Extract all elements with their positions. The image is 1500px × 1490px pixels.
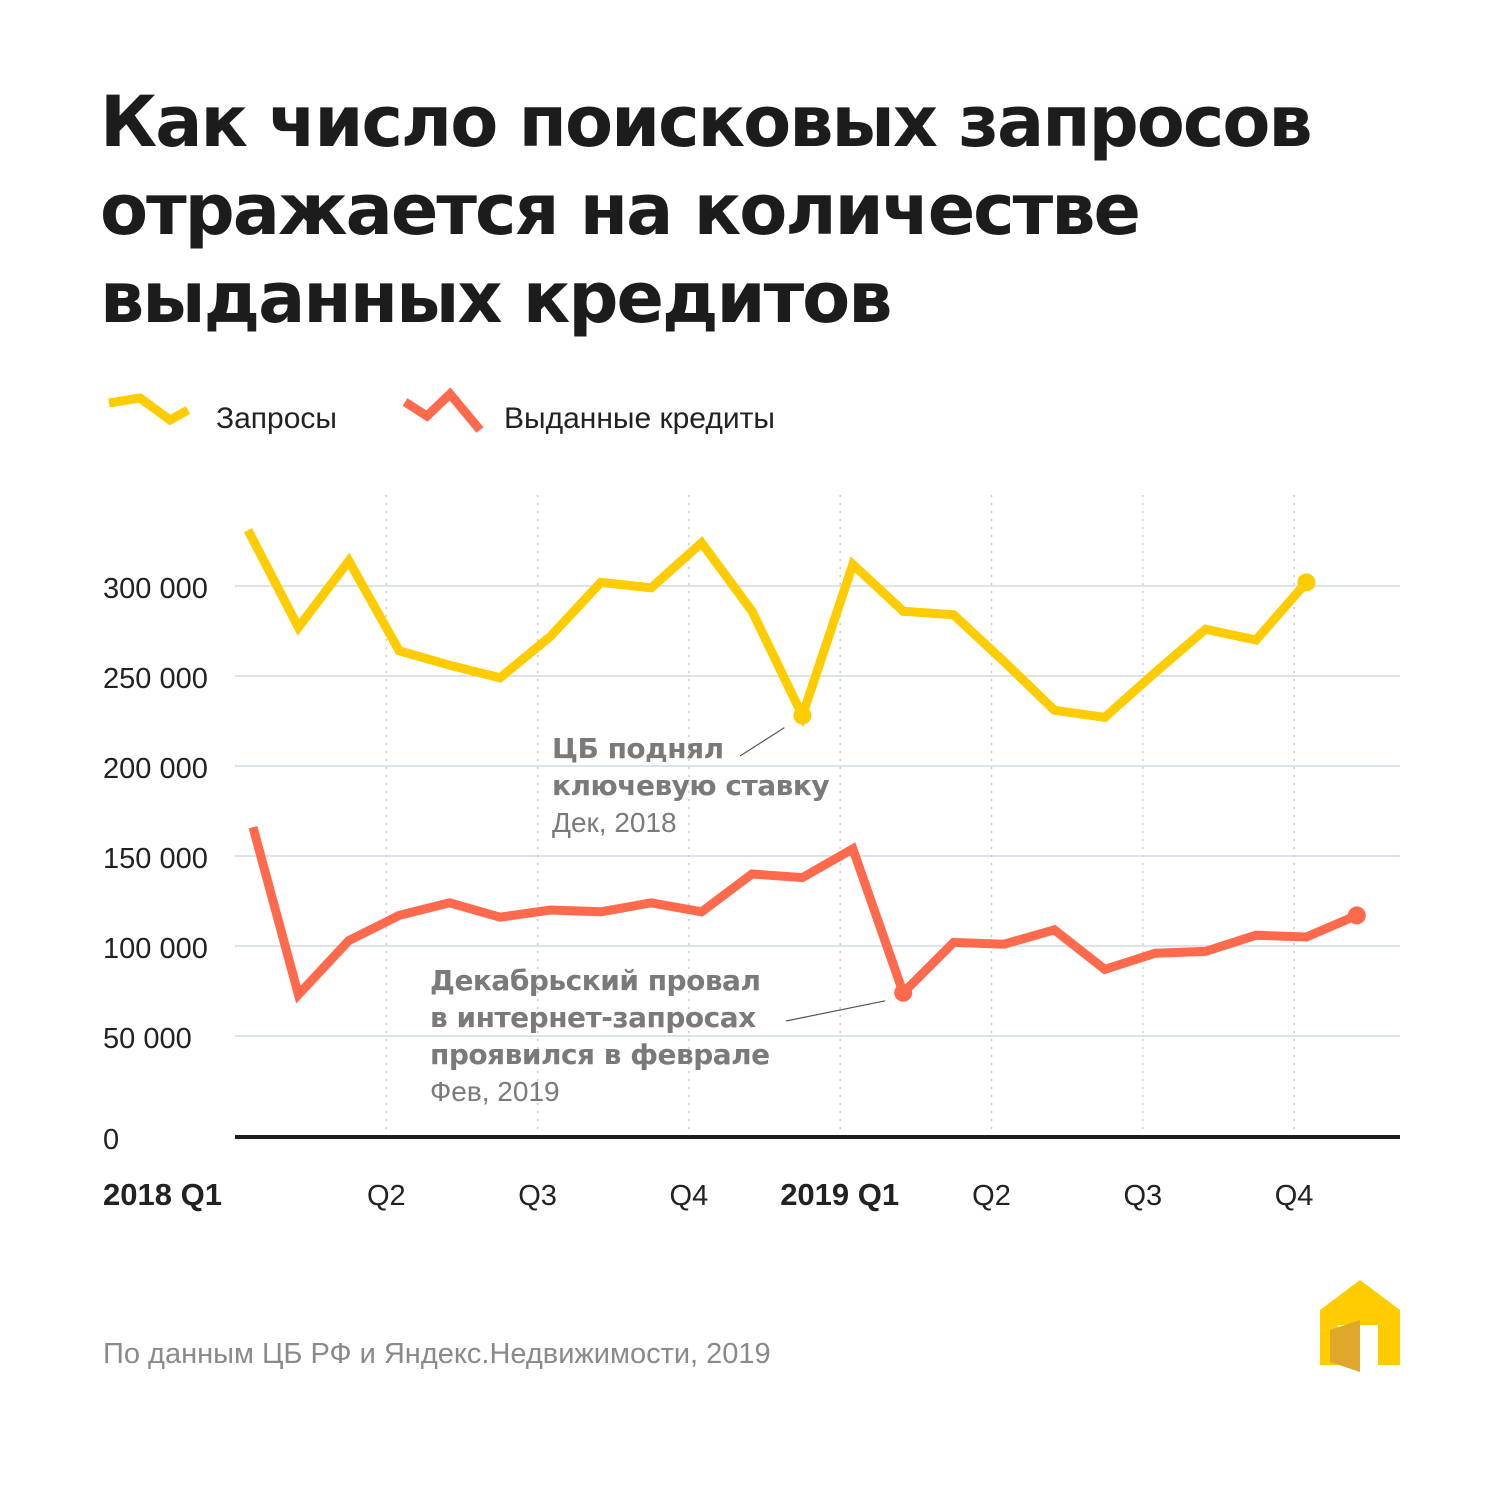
annotation-text: в интернет-запросах <box>430 1001 756 1034</box>
x-tick-label: Q2 <box>367 1180 406 1212</box>
end-point-marker <box>1297 573 1316 592</box>
x-tick-label: Q3 <box>518 1180 557 1212</box>
annotation-text: Декабрьский провал <box>430 964 760 997</box>
source-note: По данным ЦБ РФ и Яндекс.Недвижимости, 2… <box>103 1338 771 1370</box>
annotation-text: ключевую ставку <box>552 769 829 802</box>
annotated-point-marker <box>793 706 812 725</box>
y-tick-label: 50 000 <box>103 1023 192 1055</box>
y-tick-label: 150 000 <box>103 843 208 875</box>
y-tick-label: 250 000 <box>103 663 208 695</box>
annotation-leader-line <box>739 727 785 757</box>
annotation-text: проявился в феврале <box>430 1038 770 1071</box>
y-tick-label: 200 000 <box>103 753 208 785</box>
yandex-realty-logo <box>1320 1280 1400 1372</box>
y-tick-label: 300 000 <box>103 573 208 605</box>
legend-label-credits: Выданные кредиты <box>504 402 775 435</box>
annotation-date: Фев, 2019 <box>430 1076 560 1107</box>
x-tick-label: Q4 <box>1275 1180 1314 1212</box>
legend: Запросы Выданные кредиты <box>108 387 775 435</box>
annotation-leader-line <box>785 1000 886 1022</box>
annotated-point-marker <box>894 983 913 1002</box>
legend-swatch-queries <box>108 393 191 426</box>
y-tick-label: 100 000 <box>103 933 208 965</box>
legend-swatch-credits <box>402 387 484 433</box>
series-line-credits <box>248 826 1359 1004</box>
annotation-text: ЦБ поднял <box>552 732 724 765</box>
annotation-date: Дек, 2018 <box>552 807 677 838</box>
y-tick-label: 0 <box>103 1124 119 1156</box>
x-tick-label: 2018 Q1 <box>103 1177 222 1212</box>
x-tick-label: 2019 Q1 <box>780 1177 899 1212</box>
series-line-queries <box>244 528 1310 728</box>
legend-label-queries: Запросы <box>216 402 337 435</box>
end-point-marker <box>1347 906 1366 925</box>
x-tick-label: Q2 <box>972 1180 1011 1212</box>
x-tick-label: Q3 <box>1123 1180 1162 1212</box>
x-tick-label: Q4 <box>670 1180 709 1212</box>
chart-title: Как число поисковых запросов отражается … <box>100 81 1313 339</box>
